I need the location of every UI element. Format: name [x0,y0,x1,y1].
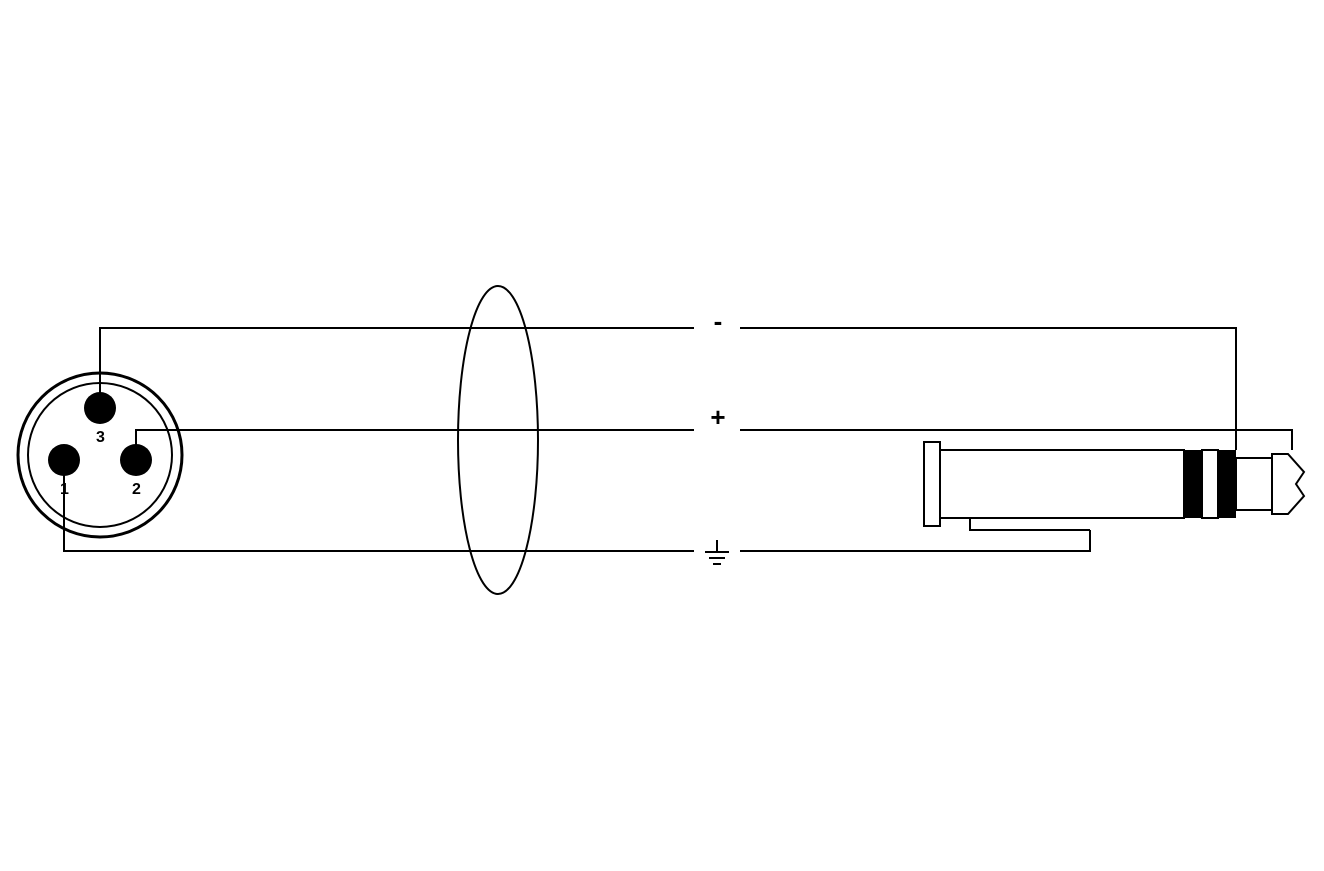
trs-underline [970,518,1090,530]
trs-ring-gap [1202,450,1218,518]
trs-collar [924,442,940,526]
wire-ground [64,460,1090,551]
trs-neck [1236,458,1272,510]
wire-positive [136,430,1292,460]
ground-symbol-icon [705,540,729,564]
wire-negative [100,328,1236,450]
trs-tip [1272,454,1304,514]
cable-wiring-diagram: 1 2 3 - + [0,0,1324,871]
cable-shield-ellipse [458,286,538,594]
xlr-pin-3-label: 3 [96,429,105,446]
label-negative: - [714,306,723,336]
trs-sleeve-body [940,450,1184,518]
trs-ring1 [1184,450,1202,518]
trs-jack-connector [924,442,1304,530]
xlr-pin-2-label: 2 [132,481,141,498]
label-positive: + [710,402,725,432]
trs-ring2 [1218,450,1236,518]
